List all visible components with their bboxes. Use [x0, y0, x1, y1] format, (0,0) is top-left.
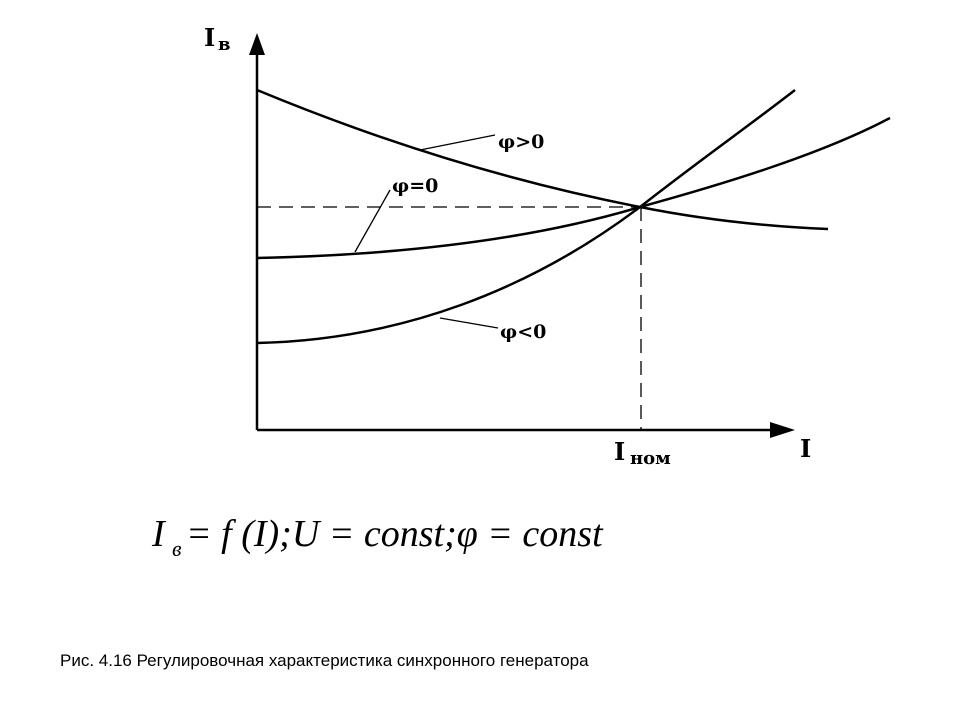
axes	[249, 33, 795, 438]
x-arrow	[770, 422, 795, 438]
caption: Рис. 4.16 Регулировочная характеристика …	[60, 651, 589, 670]
nominal-lines	[257, 206, 642, 430]
leader-line	[354, 189, 391, 253]
x-label: I	[800, 434, 811, 463]
curve	[256, 116, 891, 260]
curve-label: φ>0	[498, 131, 544, 153]
formula-sub: в	[172, 536, 182, 561]
curve	[256, 89, 796, 345]
leader-line	[419, 134, 496, 151]
formula: = f (I);U = const;φ = const	[186, 513, 604, 555]
leader-line	[439, 317, 499, 329]
formula: I	[151, 513, 167, 555]
y-label-sub: в	[218, 34, 231, 55]
curve	[256, 88, 829, 231]
curve-label: φ=0	[392, 175, 438, 197]
x-mark-sub: ном	[630, 448, 671, 469]
x-mark: I	[614, 437, 625, 466]
leaders	[354, 134, 499, 329]
y-arrow	[249, 33, 265, 55]
curve-label: φ<0	[500, 321, 546, 343]
y-label: I	[204, 23, 215, 52]
